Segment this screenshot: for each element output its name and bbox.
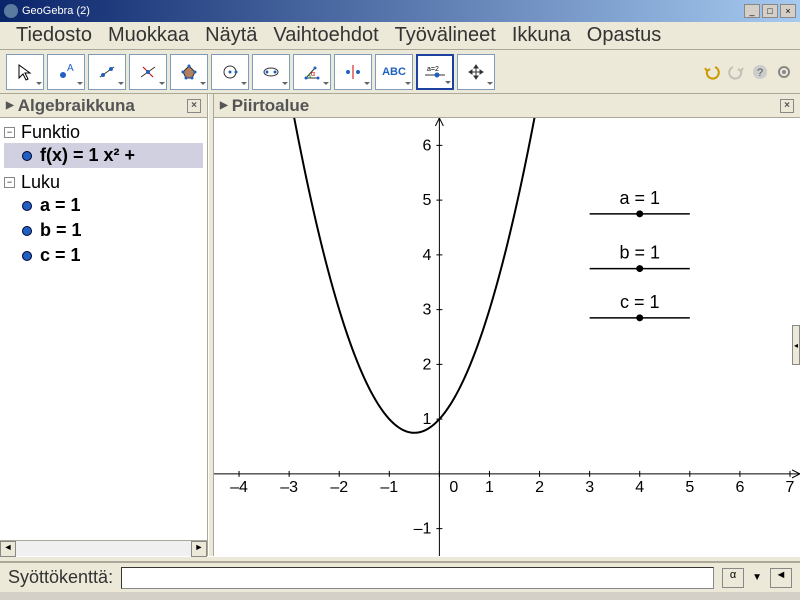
tree-group-funktio: Funktio (21, 122, 80, 143)
menu-nayta[interactable]: Näytä (197, 24, 265, 47)
h-scrollbar[interactable]: ◄ ► (0, 540, 207, 556)
algebra-panel: ▶ Algebraikkuna × − Funktio f(x) = 1 x² … (0, 94, 208, 556)
svg-text:?: ? (757, 67, 763, 79)
graph-title: Piirtoalue (232, 96, 309, 116)
tree-item-c[interactable]: c = 1 (4, 243, 203, 268)
svg-text:c = 1: c = 1 (620, 292, 660, 312)
tool-cursor[interactable] (6, 54, 44, 90)
bullet-icon (22, 201, 32, 211)
svg-text:5: 5 (422, 192, 431, 209)
symbol-alpha-button[interactable]: α (722, 568, 744, 588)
svg-text:3: 3 (585, 479, 594, 496)
maximize-button[interactable]: □ (762, 4, 778, 18)
window-title: GeoGebra (2) (22, 5, 744, 17)
tree-item-b[interactable]: b = 1 (4, 218, 203, 243)
svg-text:–1: –1 (414, 521, 432, 538)
graph-panel: ▶ Piirtoalue × –4 –3 –2 –1 0 1 2 3 4 5 6 7 –1 1 2 3 4 5 6 a… (214, 94, 800, 556)
tree-toggle-luku[interactable]: − (4, 177, 15, 188)
tool-point[interactable]: A (47, 54, 85, 90)
tool-circle[interactable] (211, 54, 249, 90)
tree-item-text: f(x) = 1 x² + (40, 145, 135, 166)
svg-text:1: 1 (422, 411, 431, 428)
tool-perpendicular[interactable] (129, 54, 167, 90)
graph-close-button[interactable]: × (780, 99, 794, 113)
tree-item-a[interactable]: a = 1 (4, 193, 203, 218)
svg-text:2: 2 (422, 356, 431, 373)
side-collapse-tab[interactable]: ◂ (792, 325, 800, 365)
tree-group-luku: Luku (21, 172, 60, 193)
redo-icon[interactable] (726, 62, 746, 82)
collapse-icon[interactable]: ▶ (220, 100, 228, 111)
svg-text:4: 4 (422, 247, 431, 264)
svg-text:0: 0 (449, 479, 458, 496)
svg-text:a = 1: a = 1 (619, 188, 660, 208)
bullet-icon (22, 151, 32, 161)
svg-text:5: 5 (685, 479, 694, 496)
menu-opastus[interactable]: Opastus (579, 24, 669, 47)
algebra-header: ▶ Algebraikkuna × (0, 94, 207, 118)
tool-move[interactable] (457, 54, 495, 90)
undo-icon[interactable] (702, 62, 722, 82)
titlebar: GeoGebra (2) _ □ × (0, 0, 800, 22)
svg-text:A: A (67, 63, 74, 74)
svg-text:b = 1: b = 1 (619, 243, 660, 263)
input-dropdown-icon[interactable]: ▼ (752, 572, 762, 583)
svg-text:2: 2 (535, 479, 544, 496)
help-icon[interactable]: ? (750, 62, 770, 82)
svg-text:4: 4 (635, 479, 644, 496)
tool-text[interactable]: ABC (375, 54, 413, 90)
svg-text:–4: –4 (230, 479, 248, 496)
graph-header: ▶ Piirtoalue × (214, 94, 800, 118)
algebra-tree: − Funktio f(x) = 1 x² + − Luku a = 1 (0, 118, 207, 540)
tree-item-text: b = 1 (40, 220, 82, 241)
tool-ellipse[interactable] (252, 54, 290, 90)
svg-text:–2: –2 (330, 479, 348, 496)
menu-muokkaa[interactable]: Muokkaa (100, 24, 197, 47)
tool-mirror[interactable] (334, 54, 372, 90)
svg-text:6: 6 (422, 137, 431, 154)
svg-text:a=2: a=2 (427, 66, 439, 73)
tree-item-fx[interactable]: f(x) = 1 x² + (4, 143, 203, 168)
menu-tyovalineet[interactable]: Työvälineet (387, 24, 504, 47)
svg-text:–3: –3 (280, 479, 298, 496)
tool-angle[interactable]: α (293, 54, 331, 90)
algebra-close-button[interactable]: × (187, 99, 201, 113)
tool-polygon[interactable] (170, 54, 208, 90)
svg-text:6: 6 (735, 479, 744, 496)
svg-text:α: α (311, 71, 315, 78)
tree-item-text: a = 1 (40, 195, 81, 216)
toolbar: A α ABC a=2 ? (0, 50, 800, 94)
menu-tiedosto[interactable]: Tiedosto (8, 24, 100, 47)
tree-toggle-funktio[interactable]: − (4, 127, 15, 138)
tree-item-text: c = 1 (40, 245, 81, 266)
tool-slider[interactable]: a=2 (416, 54, 454, 90)
input-field[interactable] (121, 567, 714, 589)
menu-ikkuna[interactable]: Ikkuna (504, 24, 579, 47)
input-label: Syöttökenttä: (8, 567, 113, 588)
tool-line[interactable] (88, 54, 126, 90)
algebra-title: Algebraikkuna (18, 96, 135, 116)
svg-text:7: 7 (786, 479, 795, 496)
close-button[interactable]: × (780, 4, 796, 18)
settings-icon[interactable] (774, 62, 794, 82)
collapse-icon[interactable]: ▶ (6, 100, 14, 111)
svg-text:1: 1 (485, 479, 494, 496)
svg-text:3: 3 (422, 302, 431, 319)
input-bar: Syöttökenttä: α ▼ ◄ (0, 562, 800, 592)
menubar: Tiedosto Muokkaa Näytä Vaihtoehdot Työvä… (0, 22, 800, 50)
history-button[interactable]: ◄ (770, 568, 792, 588)
bullet-icon (22, 251, 32, 261)
graph-canvas[interactable]: –4 –3 –2 –1 0 1 2 3 4 5 6 7 –1 1 2 3 4 5 6 a = 1 b = 1 c = 1 (214, 118, 800, 556)
app-icon (4, 4, 18, 18)
minimize-button[interactable]: _ (744, 4, 760, 18)
svg-text:–1: –1 (380, 479, 398, 496)
menu-vaihtoehdot[interactable]: Vaihtoehdot (265, 24, 386, 47)
bullet-icon (22, 226, 32, 236)
